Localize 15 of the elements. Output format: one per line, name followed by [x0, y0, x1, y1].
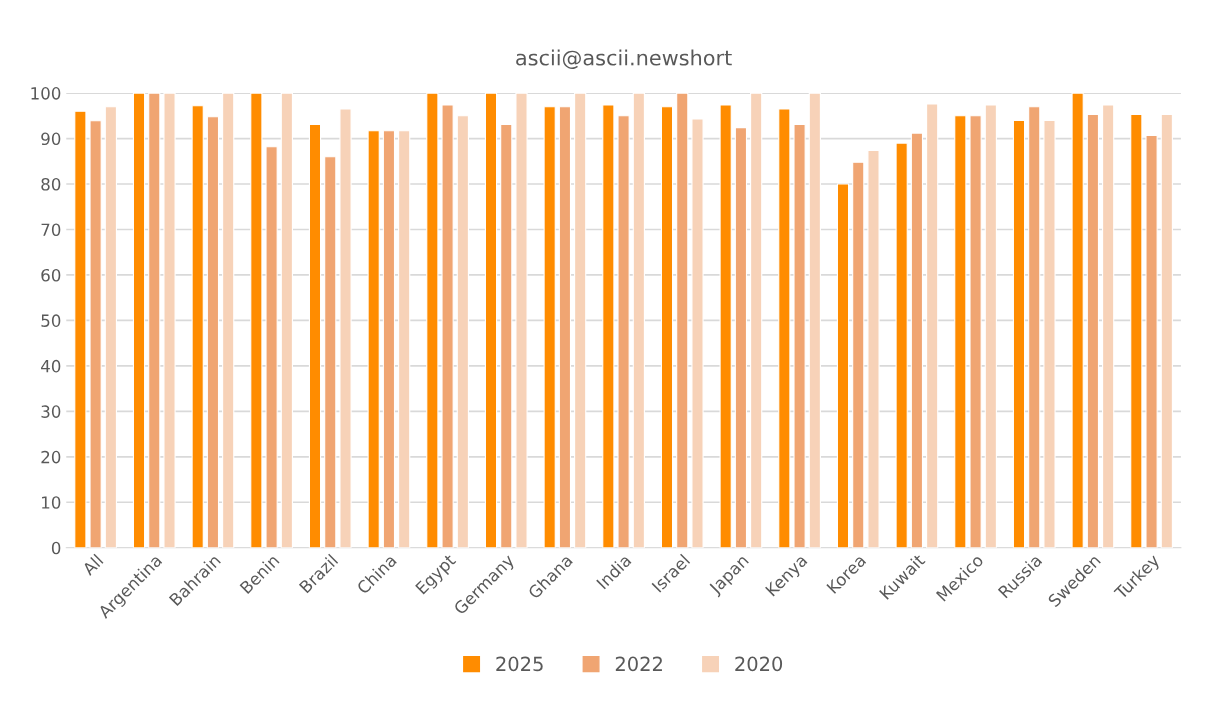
y-tick-label: 90 — [41, 132, 61, 146]
y-tick-label: 30 — [41, 405, 61, 418]
y-tick-label: 60 — [41, 268, 61, 282]
legend-label: 2025 — [496, 656, 543, 672]
legend-label: 2020 — [735, 656, 783, 672]
y-tick-label: 100 — [31, 87, 61, 100]
y-tick-label: 0 — [51, 541, 61, 555]
y-tick-label: 10 — [42, 496, 61, 509]
y-tick-label: 40 — [41, 359, 61, 373]
y-tick-label: 20 — [41, 450, 61, 464]
chart-title: ascii@ascii.newshort — [516, 49, 732, 69]
y-tick-label: 50 — [41, 314, 61, 327]
y-tick-label: 80 — [41, 177, 61, 191]
y-tick-label: 70 — [41, 223, 61, 237]
legend-label: 2022 — [615, 656, 662, 672]
